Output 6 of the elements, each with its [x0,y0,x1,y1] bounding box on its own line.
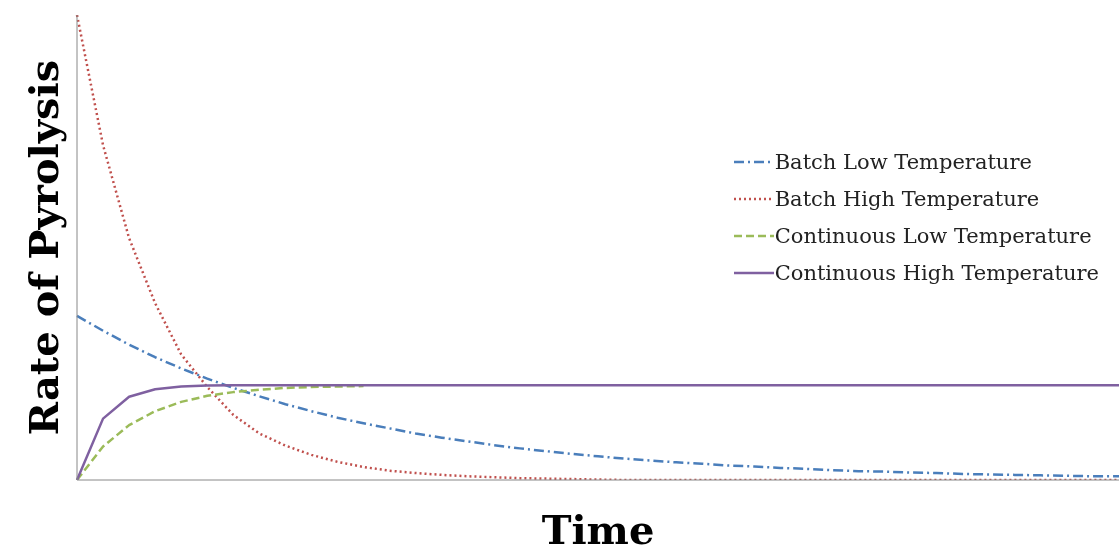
legend-label: Batch High Temperature [774,186,1040,211]
legend-label: Continuous High Temperature [774,260,1099,285]
legend-label: Batch Low Temperature [774,149,1032,174]
x-axis-title: Time [541,506,655,549]
y-axis-title: Rate of Pyrolysis [20,59,68,436]
legend-label: Continuous Low Temperature [774,223,1092,248]
